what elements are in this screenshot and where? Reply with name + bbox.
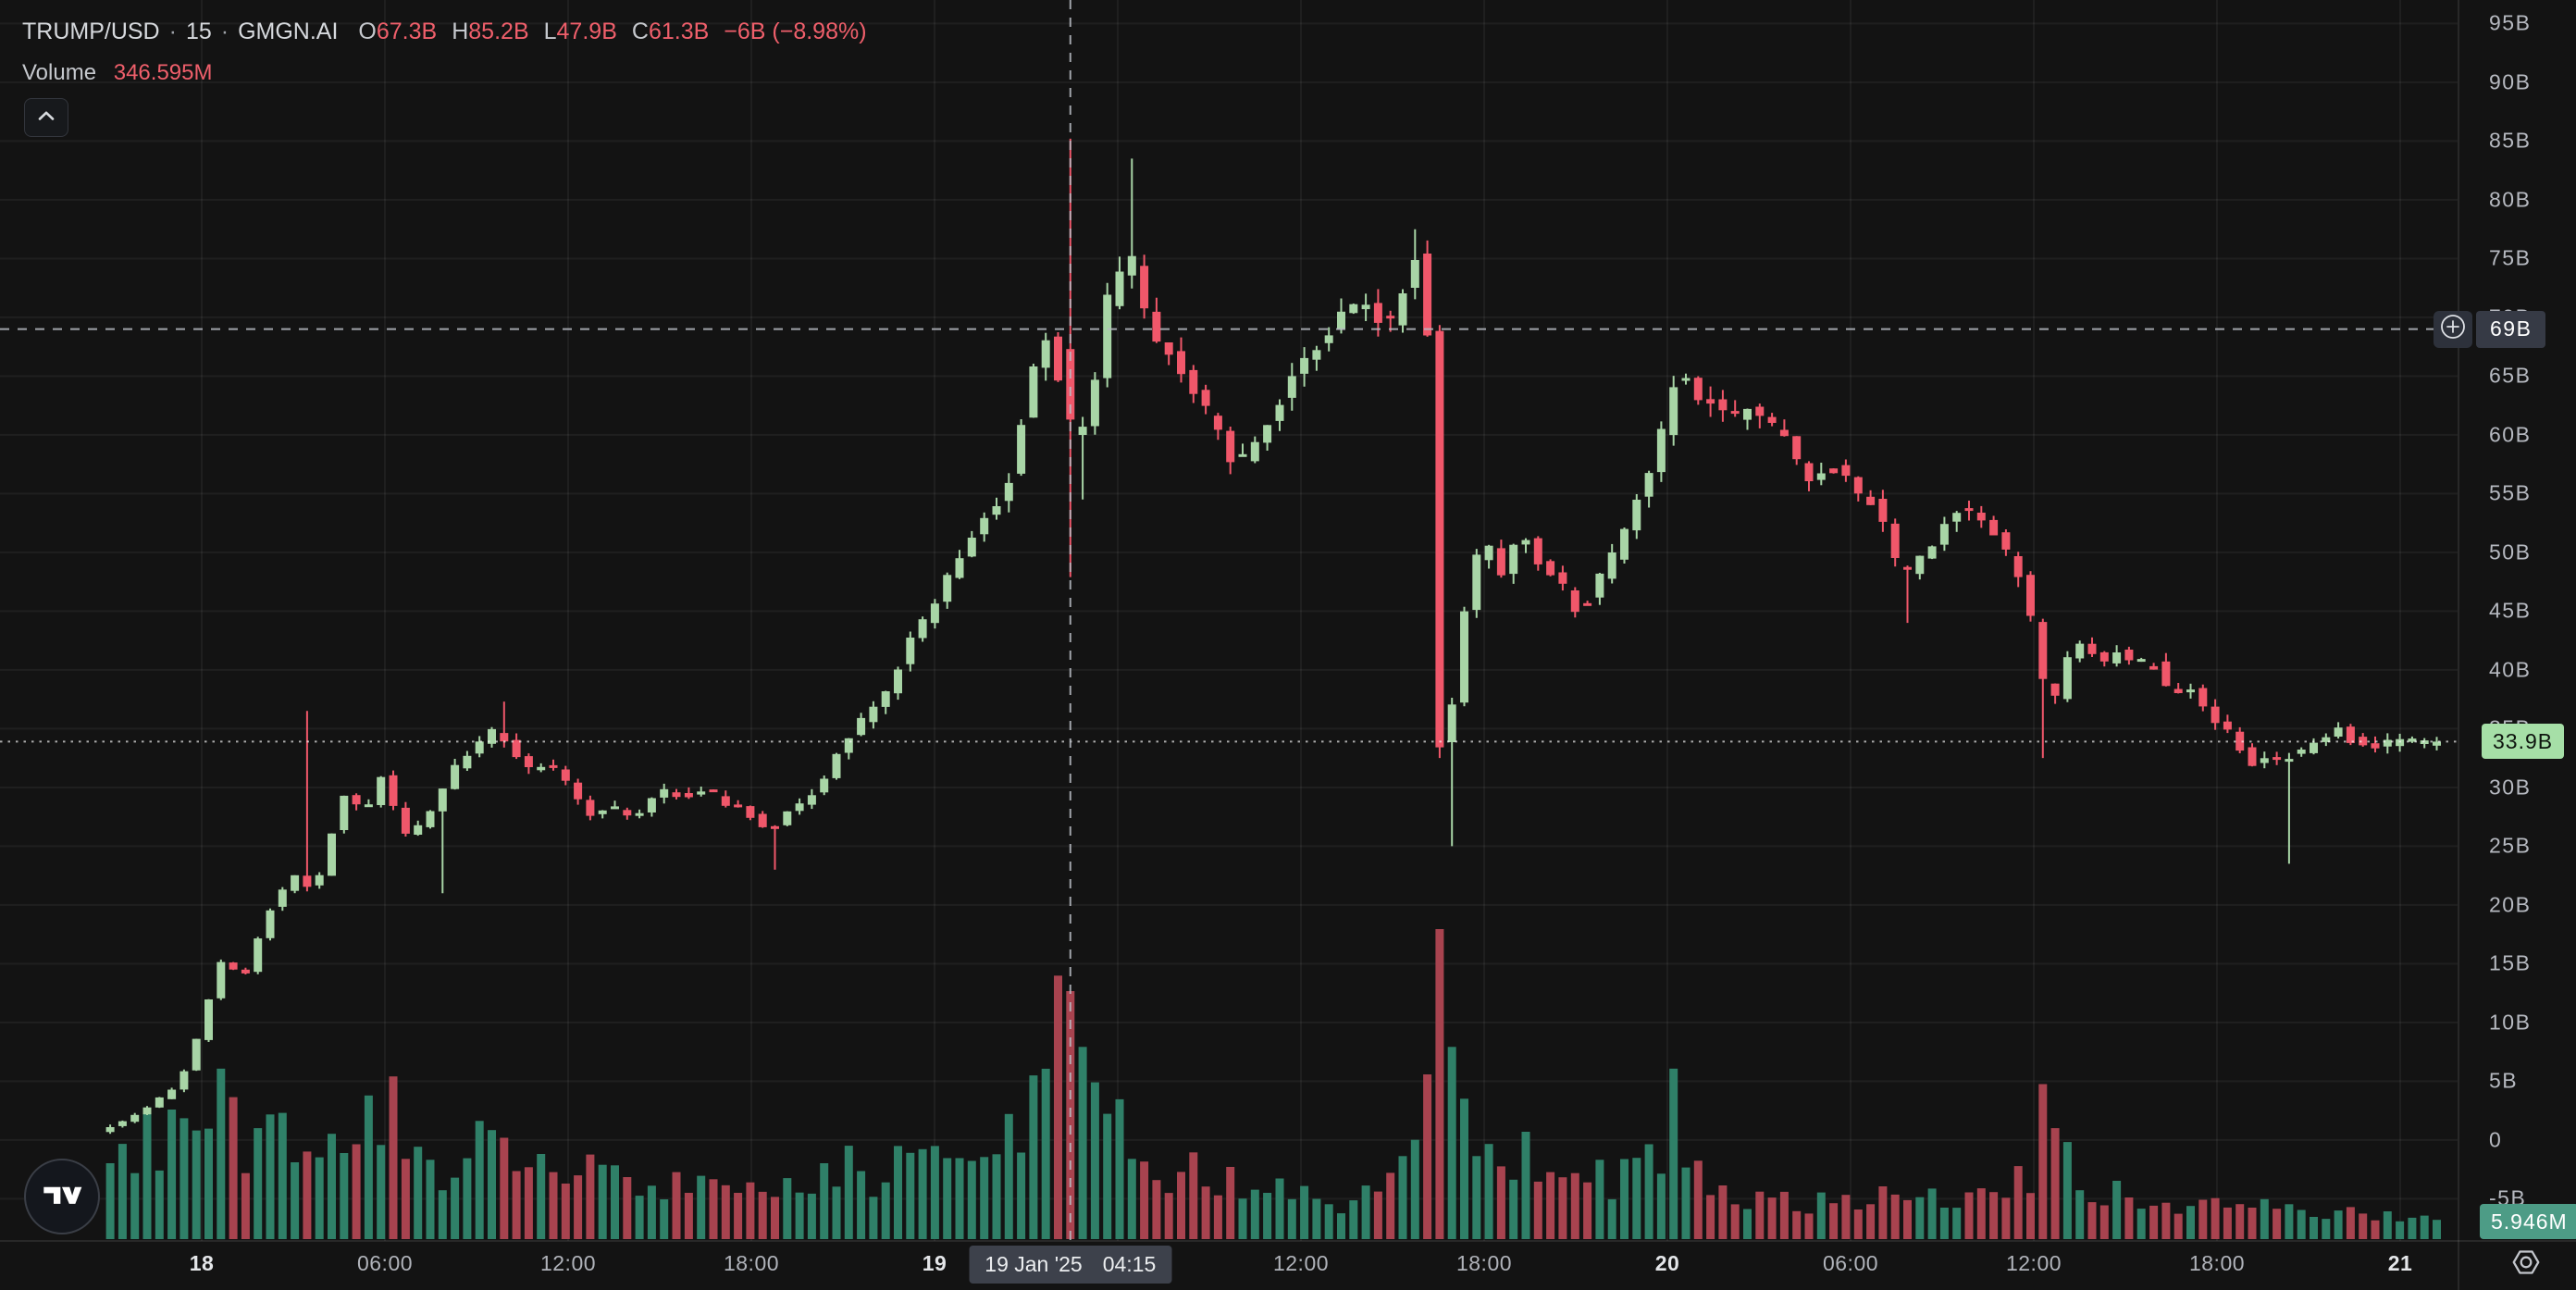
price-tick-label: 30B bbox=[2489, 775, 2532, 800]
add-alert-plus-button[interactable] bbox=[2434, 310, 2472, 348]
volume-row: Volume 346.595M bbox=[22, 60, 867, 86]
collapse-legend-button[interactable] bbox=[24, 98, 68, 137]
high-label: H bbox=[452, 19, 469, 44]
price-tick-label: 20B bbox=[2489, 892, 2532, 917]
settings-nut-icon bbox=[2509, 1246, 2543, 1284]
time-tick-label: 19 bbox=[922, 1251, 947, 1275]
exchange-label[interactable]: GMGN.AI bbox=[238, 19, 339, 44]
price-tick-label: 15B bbox=[2489, 950, 2532, 975]
price-tick-label: 90B bbox=[2489, 69, 2532, 94]
close-label: C bbox=[631, 19, 649, 44]
time-axis-settings-button[interactable] bbox=[2508, 1246, 2545, 1283]
volume-label[interactable]: Volume bbox=[22, 60, 97, 85]
crosshair-time-label: 19 Jan '25 04:15 bbox=[969, 1246, 1172, 1284]
time-tick-label: 20 bbox=[1654, 1251, 1680, 1275]
tv-monogram-icon bbox=[41, 1176, 83, 1218]
last-price-label: 33.9B bbox=[2482, 724, 2565, 760]
price-tick-label: 60B bbox=[2489, 422, 2532, 447]
last-volume-label: 5.946M bbox=[2480, 1204, 2576, 1239]
time-tick-label: 18:00 bbox=[2188, 1251, 2246, 1275]
volume-value: 346.595M bbox=[113, 60, 213, 85]
change-value: −6B (−8.98%) bbox=[724, 19, 867, 44]
crosshair-date: 19 Jan '25 bbox=[985, 1252, 1083, 1276]
symbol-row: TRUMP/USD · 15 · GMGN.AI O67.3B H85.2B L… bbox=[22, 19, 867, 45]
price-tick-label: 80B bbox=[2489, 187, 2532, 212]
crosshair-time: 04:15 bbox=[1102, 1252, 1157, 1276]
price-tick-label: 95B bbox=[2489, 10, 2532, 35]
ohlc-values: O67.3B H85.2B L47.9B C61.3B −6B (−8.98%) bbox=[358, 19, 866, 45]
low-value: 47.9B bbox=[556, 19, 617, 44]
time-tick-label: 12:00 bbox=[1272, 1251, 1330, 1275]
open-label: O bbox=[358, 19, 377, 44]
price-tick-label: 45B bbox=[2489, 598, 2532, 623]
time-tick-label: 06:00 bbox=[1822, 1251, 1879, 1275]
price-tick-label: 40B bbox=[2489, 657, 2532, 682]
price-tick-label: 75B bbox=[2489, 245, 2532, 270]
price-tick-label: 55B bbox=[2489, 480, 2532, 505]
price-tick-label: 65B bbox=[2489, 363, 2532, 388]
price-tick-label: 5B bbox=[2489, 1068, 2519, 1093]
time-tick-label: 06:00 bbox=[356, 1251, 414, 1275]
time-tick-label: 18 bbox=[189, 1251, 215, 1275]
separator: · bbox=[220, 19, 229, 44]
candles-layer bbox=[105, 138, 2441, 1135]
close-value: 61.3B bbox=[648, 19, 710, 44]
price-tick-label: 25B bbox=[2489, 833, 2532, 858]
plus-circle-icon bbox=[2439, 313, 2467, 345]
price-tick-label: 50B bbox=[2489, 540, 2532, 564]
price-tick-label: 85B bbox=[2489, 128, 2532, 153]
interval-label[interactable]: 15 bbox=[185, 19, 212, 44]
chart-legend: TRUMP/USD · 15 · GMGN.AI O67.3B H85.2B L… bbox=[22, 19, 867, 137]
time-tick-label: 18:00 bbox=[1455, 1251, 1513, 1275]
time-tick-label: 18:00 bbox=[723, 1251, 780, 1275]
open-value: 67.3B bbox=[376, 19, 438, 44]
separator: · bbox=[168, 19, 177, 44]
time-tick-label: 12:00 bbox=[2005, 1251, 2062, 1275]
high-value: 85.2B bbox=[468, 19, 529, 44]
price-tick-label: 10B bbox=[2489, 1010, 2532, 1035]
time-tick-label: 12:00 bbox=[539, 1251, 597, 1275]
low-label: L bbox=[543, 19, 557, 44]
grid-layer bbox=[0, 0, 2458, 1241]
chevron-up-icon bbox=[37, 109, 56, 126]
symbol-title[interactable]: TRUMP/USD bbox=[22, 19, 160, 44]
tradingview-logo[interactable] bbox=[24, 1159, 100, 1234]
time-tick-label: 21 bbox=[2387, 1251, 2413, 1275]
price-tick-label: 0 bbox=[2489, 1127, 2503, 1152]
crosshair-price-label: 69B bbox=[2476, 310, 2546, 348]
